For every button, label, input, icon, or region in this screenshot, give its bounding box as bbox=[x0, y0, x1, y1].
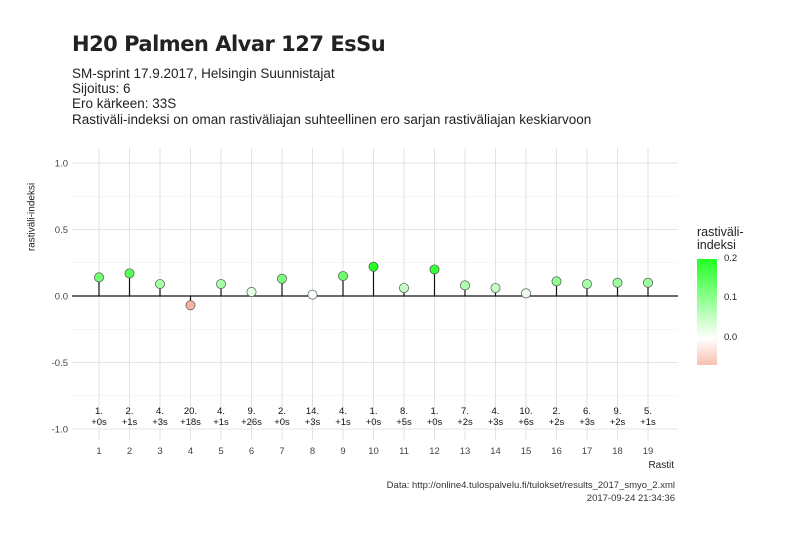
x-tick-label: 15 bbox=[521, 446, 532, 457]
legend-tick-label: 0.1 bbox=[724, 292, 738, 304]
annotation-diff: +1s bbox=[213, 417, 229, 428]
chart-subtitle-description: Rastiväli-indeksi on oman rastiväliajan … bbox=[72, 112, 592, 127]
y-tick-label: 1.0 bbox=[55, 159, 68, 170]
data-point bbox=[338, 271, 348, 281]
annotation-diff: +3s bbox=[579, 417, 595, 428]
x-tick-label: 19 bbox=[643, 446, 654, 457]
annotation-diff: +2s bbox=[549, 417, 565, 428]
legend-colorbar bbox=[697, 259, 717, 365]
annotation-rank: 4. bbox=[156, 406, 164, 417]
annotation-diff: +1s bbox=[335, 417, 351, 428]
legend-tick-label: 0.2 bbox=[724, 253, 738, 264]
caption-timestamp: 2017-09-24 21:34:36 bbox=[586, 493, 675, 504]
data-point bbox=[277, 273, 287, 284]
data-point bbox=[124, 268, 135, 279]
annotation-diff: +0s bbox=[274, 417, 290, 428]
annotation-rank: 1. bbox=[370, 406, 378, 417]
x-tick-label: 9 bbox=[340, 446, 345, 457]
annotation-diff: +2s bbox=[610, 417, 626, 428]
annotation-diff: +1s bbox=[122, 417, 138, 428]
x-tick-label: 17 bbox=[582, 446, 593, 457]
x-tick-label: 3 bbox=[157, 446, 162, 457]
x-tick-label: 16 bbox=[551, 446, 562, 457]
x-tick-label: 4 bbox=[188, 446, 193, 457]
x-tick-label: 13 bbox=[460, 446, 471, 457]
chart-subtitle-gap: Ero kärkeen: 33S bbox=[72, 96, 177, 111]
x-tick-label: 18 bbox=[612, 446, 623, 457]
data-point bbox=[307, 289, 318, 300]
annotation-rank: 6. bbox=[583, 406, 591, 417]
data-point bbox=[185, 300, 196, 311]
data-point bbox=[246, 287, 257, 297]
x-tick-label: 2 bbox=[127, 446, 132, 457]
y-tick-label: 0.0 bbox=[55, 292, 68, 303]
annotation-rank: 7. bbox=[461, 406, 469, 417]
x-tick-label: 8 bbox=[310, 446, 315, 457]
data-point bbox=[612, 277, 623, 288]
annotation-diff: +0s bbox=[91, 417, 107, 428]
annotation-rank: 2. bbox=[126, 406, 134, 417]
data-point bbox=[460, 280, 470, 291]
y-tick-label: -1.0 bbox=[52, 425, 68, 436]
x-axis-label: Rastit bbox=[648, 460, 674, 471]
x-tick-label: 5 bbox=[218, 446, 223, 457]
annotation-rank: 9. bbox=[248, 406, 256, 417]
annotation-diff: +3s bbox=[152, 417, 168, 428]
annotation-diff: +0s bbox=[427, 417, 443, 428]
chart-subtitle-placement: Sijoitus: 6 bbox=[72, 81, 131, 96]
annotation-diff: +5s bbox=[396, 417, 412, 428]
y-tick-label: -0.5 bbox=[52, 358, 68, 369]
chart-title: H20 Palmen Alvar 127 EsSu bbox=[72, 32, 386, 56]
chart-subtitle-event: SM-sprint 17.9.2017, Helsingin Suunnista… bbox=[72, 66, 335, 81]
x-tick-label: 7 bbox=[279, 446, 284, 457]
y-tick-label: 0.5 bbox=[55, 225, 68, 236]
data-point bbox=[551, 276, 562, 287]
x-tick-label: 10 bbox=[368, 446, 379, 457]
annotation-rank: 8. bbox=[400, 406, 408, 417]
x-tick-label: 6 bbox=[249, 446, 254, 457]
annotation-rank: 20. bbox=[184, 406, 197, 417]
data-point bbox=[490, 283, 501, 293]
annotation-rank: 4. bbox=[492, 406, 500, 417]
data-point bbox=[399, 283, 409, 293]
data-point bbox=[216, 279, 226, 289]
x-tick-label: 14 bbox=[490, 446, 501, 457]
annotation-diff: +1s bbox=[640, 417, 656, 428]
annotation-diff: +3s bbox=[488, 417, 504, 428]
annotation-rank: 14. bbox=[306, 406, 319, 417]
data-point bbox=[94, 272, 104, 283]
annotation-rank: 1. bbox=[95, 406, 103, 417]
legend-title-line-1: rastiväli- bbox=[697, 225, 744, 239]
x-tick-label: 1 bbox=[96, 446, 101, 457]
legend-title: rastiväli- indeksi bbox=[697, 226, 777, 252]
legend-title-line-2: indeksi bbox=[697, 238, 736, 252]
annotation-rank: 4. bbox=[217, 406, 225, 417]
data-point bbox=[429, 264, 440, 275]
data-point bbox=[368, 261, 379, 272]
annotation-diff: +0s bbox=[366, 417, 382, 428]
data-point bbox=[582, 279, 592, 289]
data-point bbox=[521, 288, 531, 299]
annotation-diff: +18s bbox=[180, 417, 201, 428]
legend-tick-label: 0.0 bbox=[724, 331, 738, 343]
annotation-rank: 2. bbox=[553, 406, 561, 417]
annotation-diff: +3s bbox=[305, 417, 321, 428]
caption-source: Data: http://online4.tulospalvelu.fi/tul… bbox=[386, 480, 675, 491]
annotation-rank: 2. bbox=[278, 406, 286, 417]
annotation-rank: 4. bbox=[339, 406, 347, 417]
annotation-rank: 9. bbox=[614, 406, 622, 417]
y-axis-label: rastiväli-indeksi bbox=[26, 182, 38, 252]
annotation-rank: 5. bbox=[644, 406, 652, 417]
annotation-diff: +26s bbox=[241, 417, 262, 428]
x-tick-label: 11 bbox=[399, 446, 409, 457]
x-tick-label: 12 bbox=[429, 446, 440, 457]
annotation-diff: +2s bbox=[457, 417, 473, 428]
data-point bbox=[643, 277, 653, 288]
annotation-diff: +6s bbox=[518, 417, 534, 428]
annotation-rank: 10. bbox=[519, 406, 532, 417]
data-point bbox=[155, 279, 165, 289]
annotation-rank: 1. bbox=[431, 406, 439, 417]
